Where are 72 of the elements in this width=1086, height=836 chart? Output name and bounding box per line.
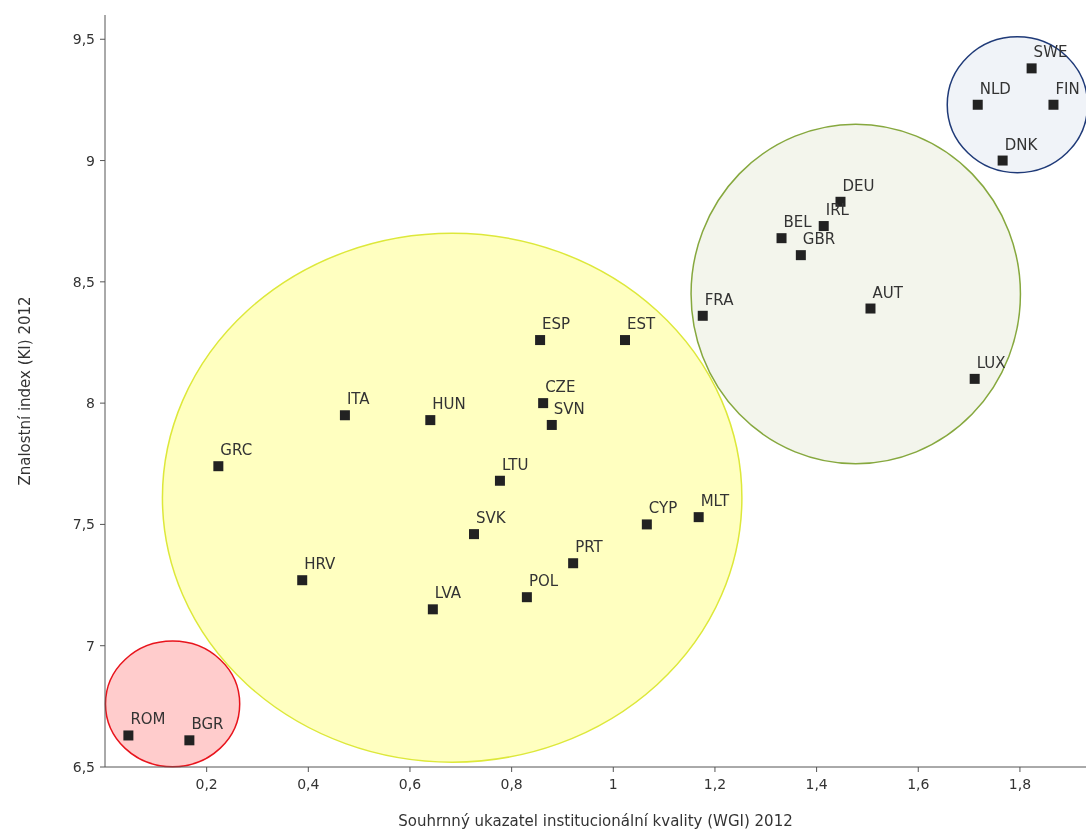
y-tick-label: 8,5: [72, 273, 95, 290]
annotation: LTU: [501, 455, 529, 474]
annotation: SVN: [553, 399, 585, 418]
x-tick-label: 1,8: [1008, 776, 1032, 792]
y-tick-label: 9: [86, 152, 95, 169]
point: [494, 475, 505, 486]
annotation: HRV: [304, 555, 337, 574]
x-tick-label: 1: [608, 776, 618, 792]
annotation: BGR: [191, 715, 224, 734]
y-tick-label: 9,5: [72, 31, 95, 48]
annotation: ROM: [130, 710, 166, 729]
annotation: IRL: [825, 201, 850, 220]
point: [339, 410, 350, 421]
point: [538, 398, 549, 409]
annotation: NLD: [979, 79, 1011, 98]
annotation: EST: [626, 315, 656, 334]
x-tick-label: 0,2: [195, 776, 218, 792]
annotation: LVA: [434, 584, 462, 603]
point: [776, 233, 787, 244]
point: [972, 99, 983, 110]
annotation: CYP: [648, 499, 678, 518]
y-tick-label: 7: [86, 637, 95, 654]
point: [546, 419, 557, 430]
annotation: FRA: [704, 290, 735, 309]
annotation: BEL: [783, 213, 813, 232]
point: [818, 221, 829, 232]
annotation: HUN: [432, 395, 466, 414]
point: [469, 529, 480, 540]
y-tick-label: 6,5: [72, 759, 95, 775]
x-tick-label: 0,6: [398, 776, 422, 792]
x-axis-title: Souhrnný ukazatel institucionální kvality (WGI) 2012: [398, 812, 793, 830]
annotation: ESP: [542, 315, 571, 334]
annotation: LUX: [976, 353, 1006, 372]
annotation: PRT: [575, 538, 604, 557]
point: [535, 335, 546, 346]
point: [697, 310, 708, 321]
point: [123, 730, 134, 741]
point: [693, 512, 704, 523]
point: [997, 155, 1008, 166]
annotation: SVK: [476, 509, 507, 528]
annotation: CZE: [545, 378, 576, 397]
annotation: ITA: [346, 390, 371, 409]
annotation: DEU: [842, 176, 875, 195]
x-tick-label: 0,8: [500, 776, 523, 792]
annotation: AUT: [872, 283, 904, 302]
point: [865, 303, 876, 314]
annotation: DNK: [1004, 135, 1039, 154]
point: [427, 604, 438, 615]
point: [184, 735, 195, 746]
point: [619, 335, 630, 346]
annotation: FIN: [1055, 79, 1080, 98]
point: [641, 519, 652, 530]
y-tick-label: 7,5: [72, 516, 95, 533]
point: [213, 461, 224, 472]
point: [969, 373, 980, 384]
point: [1026, 63, 1037, 74]
point: [568, 558, 579, 569]
x-tick-label: 0,4: [297, 776, 320, 792]
y-axis-title: Znalostní index (KI) 2012: [16, 296, 34, 486]
point: [425, 415, 436, 426]
x-tick-label: 1,6: [907, 776, 930, 792]
point: [1048, 99, 1059, 110]
annotation: GBR: [802, 230, 836, 249]
y-tick-label: 8: [86, 395, 95, 412]
x-tick-label: 1,4: [805, 776, 828, 792]
point: [521, 592, 532, 603]
point: [297, 575, 308, 586]
x-tick-label: 1,2: [703, 776, 727, 792]
annotation: POL: [528, 572, 559, 591]
point: [795, 250, 806, 261]
annotation: MLT: [700, 492, 730, 511]
annotation: GRC: [220, 441, 253, 460]
